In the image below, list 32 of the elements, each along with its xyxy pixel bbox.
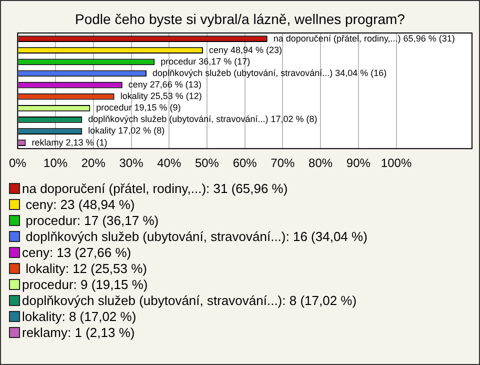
x-tick-label: 60% [232,156,258,170]
category-label: procedur 19,15 % (9) [96,102,181,113]
category-label: lokality 17,02 % (8) [88,126,165,136]
x-tick-label: 100% [380,156,412,170]
text: na doporučení (přátel, rodiny,...): 31 (65,96 %) [21,181,289,197]
text: procedur: 17 (36,17 %) [24,213,160,229]
x-tick-label: 80% [308,156,333,170]
x-tick-label: 40% [157,156,182,170]
category-label: procedur 36,17 % (17) [160,56,250,66]
category-label: reklamy 2,13 % (1) [32,137,108,148]
chart-title: Podle čeho byste si vybral/a lázně, wellnes program? [74,11,406,29]
text: procedur: 9 (19,15 %) [21,277,149,293]
x-tick-label: 70% [270,156,296,170]
x-tick-label: 50% [194,156,220,170]
category-label: na doporučení (přátel, rodiny,...) 65,96 % (31) [273,33,455,44]
text: ceny: 23 (48,94 %) [24,197,136,213]
text: lokality: 12 (25,53 %) [24,261,148,277]
category-label: ceny 48,94 % (23) [208,44,282,55]
category-label: doplňkových služeb (ubytování, stravování...) 17,02 % (8) [88,114,318,124]
text: reklamy: 1 (2,13 %) [21,325,136,341]
x-tick-label: 20% [81,156,106,170]
category-label: doplňkových služeb (ubytování, stravování...) 34,04 % (16) [152,68,387,78]
x-tick-label: 10% [44,156,68,170]
category-label: ceny 27,66 % (13) [128,80,202,90]
x-tick-label: 30% [119,156,144,170]
text: doplňkových služeb (ubytování, stravování...): 16 (34,04 %) [24,229,368,245]
text: doplňkových služeb (ubytování, stravování...): 8 (17,02 %) [21,293,358,309]
x-tick-label: 0% [9,156,27,170]
text: lokality: 8 (17,02 %) [21,309,138,325]
category-label: lokality 25,53 % (12) [120,91,202,102]
text: ceny: 13 (27,66 %) [21,245,132,261]
x-tick-label: 90% [346,156,371,170]
